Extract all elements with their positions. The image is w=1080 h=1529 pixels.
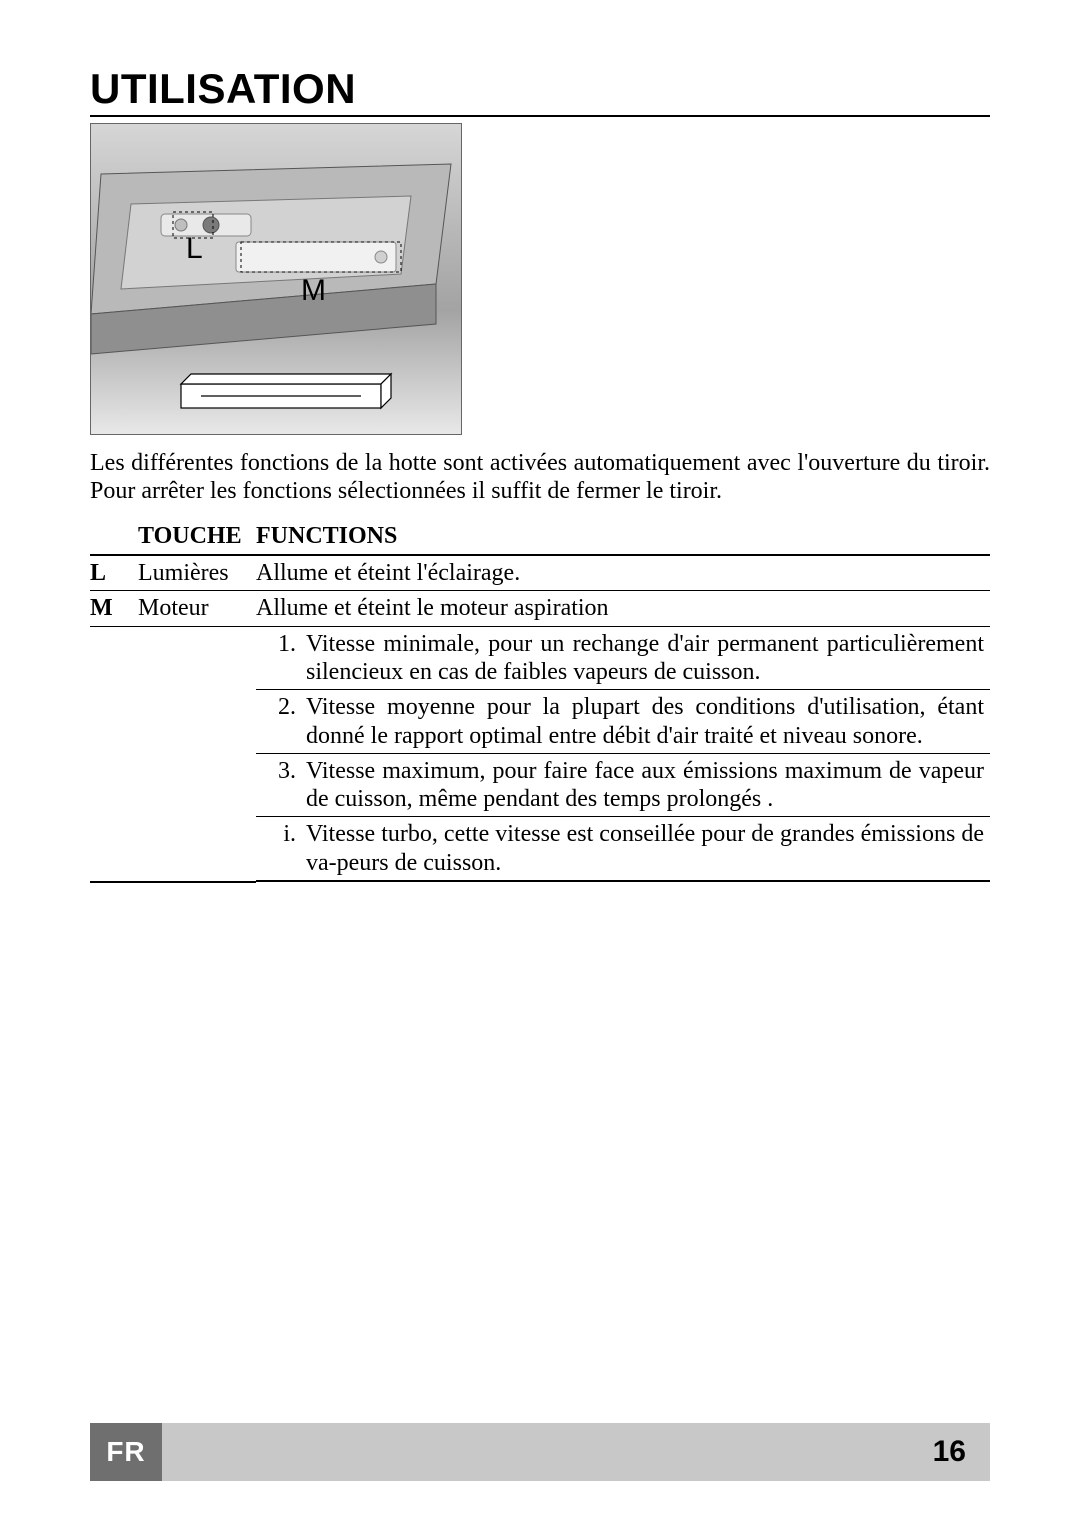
- page-footer: FR 16: [90, 1423, 990, 1481]
- intro-paragraph: Les différentes fonctions de la hotte so…: [90, 449, 990, 506]
- row-name: Lumières: [138, 555, 256, 591]
- row-desc: Allume et éteint l'éclairage.: [256, 555, 990, 591]
- figure-container: L M: [90, 123, 990, 435]
- sub-num: 2.: [256, 690, 306, 754]
- table-row: M Moteur Allume et éteint le moteur aspi…: [90, 591, 990, 626]
- subrow: 2. Vitesse moyenne pour la plupart des c…: [256, 690, 990, 754]
- functions-table: TOUCHE FUNCTIONS L Lumières Allume et ét…: [90, 522, 990, 883]
- sub-num: 1.: [256, 627, 306, 690]
- footer-language-badge: FR: [90, 1423, 162, 1481]
- speed-subtable: 1. Vitesse minimale, pour un rechange d'…: [256, 627, 990, 883]
- table-header-row: TOUCHE FUNCTIONS: [90, 522, 990, 555]
- sub-num: i.: [256, 817, 306, 881]
- product-figure: L M: [90, 123, 462, 435]
- row-desc: Allume et éteint le moteur aspiration: [256, 591, 990, 626]
- header-functions: FUNCTIONS: [256, 522, 990, 555]
- figure-label-L: L: [186, 232, 203, 266]
- figure-label-M: M: [301, 274, 326, 308]
- subrow: 1. Vitesse minimale, pour un rechange d'…: [256, 627, 990, 690]
- page-title: UTILISATION: [90, 65, 990, 113]
- sub-text: Vitesse moyenne pour la plupart des cond…: [306, 690, 990, 754]
- footer-page-number: 16: [162, 1423, 990, 1481]
- subrow: 3. Vitesse maximum, pour faire face aux …: [256, 753, 990, 817]
- manual-page: UTILISATION: [0, 0, 1080, 1529]
- hood-illustration: [91, 124, 461, 434]
- row-key: M: [90, 591, 138, 626]
- header-empty: [90, 522, 138, 555]
- title-rule: [90, 115, 990, 117]
- sub-text: Vitesse maximum, pour faire face aux émi…: [306, 753, 990, 817]
- sub-text: Vitesse minimale, pour un rechange d'air…: [306, 627, 990, 690]
- table-row: L Lumières Allume et éteint l'éclairage.: [90, 555, 990, 591]
- sub-num: 3.: [256, 753, 306, 817]
- table-subrow-wrap: 1. Vitesse minimale, pour un rechange d'…: [90, 626, 990, 882]
- header-touche: TOUCHE: [138, 522, 256, 555]
- subrow: i. Vitesse turbo, cette vitesse est cons…: [256, 817, 990, 881]
- sub-text: Vitesse turbo, cette vitesse est conseil…: [306, 817, 990, 881]
- row-name: Moteur: [138, 591, 256, 626]
- row-key: L: [90, 555, 138, 591]
